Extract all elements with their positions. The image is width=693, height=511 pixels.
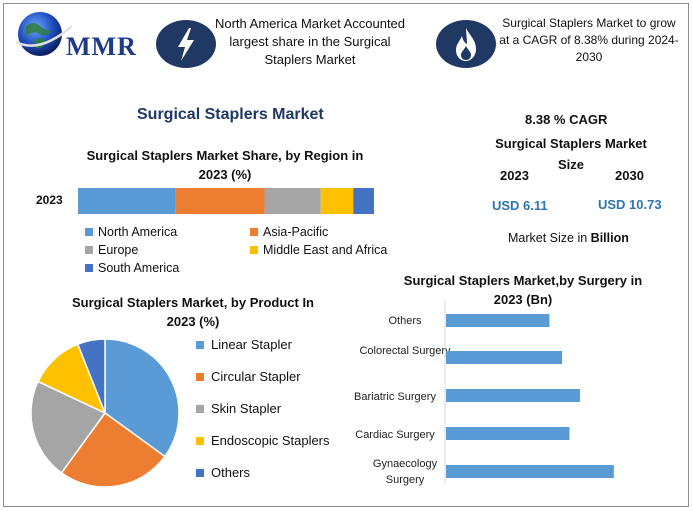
pie-legend-skin: Skin Stapler — [196, 401, 281, 416]
header-note-1: North America Market Accounted largest s… — [214, 16, 406, 67]
surgery-bar-chart — [444, 300, 614, 485]
pie-legend-endoscopic: Endoscopic Staplers — [196, 433, 330, 448]
legend-swatch — [250, 246, 258, 254]
legend-middle-east-africa: Middle East and Africa — [250, 243, 387, 257]
category-label: Others — [388, 315, 422, 327]
region-bar-segment-2 — [264, 188, 321, 214]
pie-slice-1 — [60, 411, 166, 488]
badge-flame — [436, 20, 496, 68]
surgery-chart-title: Surgical Staplers Market,by Surgery in 2… — [403, 273, 643, 307]
pie-legend-circular: Circular Stapler — [196, 369, 301, 384]
year-2030: 2030 — [615, 168, 644, 183]
category-label: Cardiac Surgery — [355, 429, 435, 441]
legend-swatch — [196, 372, 204, 381]
legend-swatch — [196, 340, 204, 349]
surgery-bar-0 — [446, 314, 550, 327]
header-note-2: Surgical Staplers Market to grow at a CA… — [499, 16, 679, 64]
year-2023: 2023 — [500, 168, 529, 183]
legend-label: North America — [98, 225, 178, 239]
region-bar-segment-4 — [353, 188, 374, 214]
legend-swatch — [196, 436, 204, 445]
legend-label: Asia-Pacific — [263, 225, 329, 239]
legend-swatch — [85, 228, 93, 236]
legend-label: Middle East and Africa — [263, 243, 388, 257]
surgery-bar-2 — [446, 389, 581, 402]
legend-label: Others — [211, 465, 251, 480]
legend-swatch — [250, 228, 258, 236]
logo-text: MMR — [66, 32, 137, 61]
surgery-bar-3 — [446, 427, 570, 440]
unit-bold: Billion — [590, 231, 629, 245]
flame-icon — [456, 28, 476, 61]
region-stacked-bar — [78, 188, 374, 214]
legend-north-america: North America — [85, 225, 177, 239]
region-bar-segment-1 — [175, 188, 265, 214]
category-label: Gynaecology Surgery — [372, 458, 438, 486]
region-bar-segment-3 — [320, 188, 354, 214]
size-title-line2: Size — [557, 157, 584, 172]
legend-asia-pacific: Asia-Pacific — [250, 225, 328, 239]
legend-swatch — [196, 468, 204, 477]
pie-slice-4 — [76, 338, 106, 414]
unit-prefix: Market Size in — [508, 231, 591, 245]
legend-south-america: South America — [85, 261, 179, 275]
value-2030: USD 10.73 — [598, 197, 662, 212]
pie-legend-others: Others — [196, 465, 250, 480]
size-title-line1: Surgical Staplers Market — [495, 136, 647, 151]
pie-legend-linear: Linear Stapler — [196, 337, 292, 352]
category-label: Bariatric Surgery — [354, 391, 436, 403]
legend-swatch — [85, 264, 93, 272]
pie-slice-0 — [104, 338, 180, 458]
main-title: Surgical Staplers Market — [137, 106, 324, 123]
globe-logo-icon — [15, 12, 73, 56]
legend-label: Linear Stapler — [211, 337, 292, 352]
category-label: Colorectal Surgery — [359, 345, 451, 357]
badge-lightning — [156, 20, 216, 68]
region-chart-title: Surgical Staplers Market Share, by Regio… — [86, 148, 364, 182]
legend-label: South America — [98, 261, 180, 275]
region-year-label: 2023 — [36, 193, 63, 207]
legend-swatch — [85, 246, 93, 254]
infographic-frame — [3, 3, 689, 507]
surgery-bar-4 — [446, 465, 614, 478]
legend-swatch — [196, 404, 204, 413]
value-2023: USD 6.11 — [492, 198, 548, 213]
legend-europe: Europe — [85, 243, 138, 257]
legend-label: Europe — [98, 243, 139, 257]
legend-label: Circular Stapler — [211, 369, 301, 384]
product-pie-chart — [30, 338, 180, 488]
region-bar-segment-0 — [78, 188, 176, 214]
legend-label: Skin Stapler — [211, 401, 282, 416]
legend-label: Endoscopic Staplers — [211, 433, 330, 448]
lightning-bolt-icon — [178, 28, 194, 61]
market-size-unit: Market Size in Billion — [508, 231, 629, 245]
product-chart-title: Surgical Staplers Market, by Product In … — [71, 295, 314, 329]
cagr-text: 8.38 % CAGR — [525, 112, 608, 127]
surgery-bar-1 — [446, 351, 563, 364]
